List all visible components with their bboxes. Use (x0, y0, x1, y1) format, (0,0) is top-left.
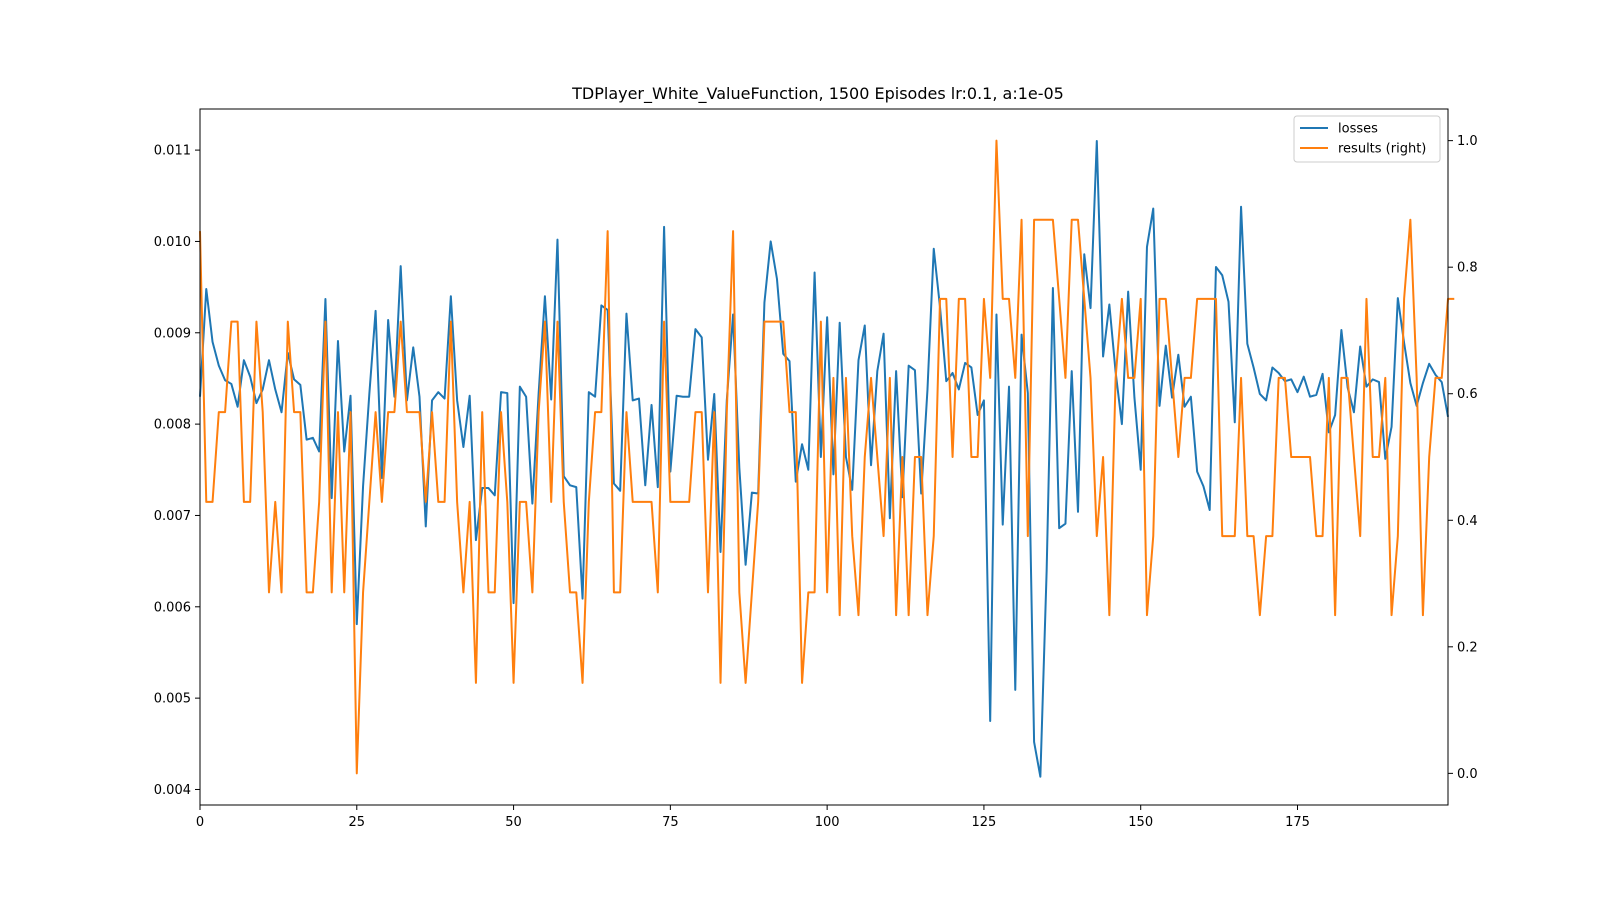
x-tick-label: 150 (1128, 815, 1153, 830)
y-left-tick-label: 0.006 (154, 600, 191, 615)
x-tick-label: 100 (815, 815, 840, 830)
y-right-tick-label: 0.6 (1457, 387, 1478, 402)
y-right-tick-label: 0.4 (1457, 514, 1478, 529)
y-right-tick-label: 0.8 (1457, 261, 1478, 276)
x-axis: 0 25 50 75 100 125 150 175 (196, 805, 1310, 830)
x-tick-label: 125 (972, 815, 997, 830)
series-line-results-right (199, 139, 1455, 775)
y-left-tick-label: 0.010 (154, 235, 191, 250)
x-tick-label: 25 (349, 815, 366, 830)
y-left-tick-label: 0.005 (154, 692, 191, 707)
x-tick-label: 0 (196, 815, 204, 830)
y-left-tick-label: 0.004 (154, 783, 191, 798)
x-tick-label: 50 (505, 815, 522, 830)
x-tick-label: 75 (662, 815, 679, 830)
y-left-tick-label: 0.008 (154, 418, 191, 433)
legend-box (1293, 115, 1441, 163)
y-right-tick-label: 1.0 (1457, 134, 1478, 149)
legend: losses results (right) (1293, 115, 1441, 163)
chart-title: TDPlayer_White_ValueFunction, 1500 Episo… (571, 84, 1064, 104)
y-axis-right: 0.0 0.2 0.4 0.6 0.8 1.0 (1448, 134, 1478, 782)
legend-label: losses (1338, 122, 1378, 137)
y-left-tick-label: 0.009 (154, 326, 191, 341)
y-left-tick-label: 0.007 (154, 509, 191, 524)
y-left-tick-label: 0.011 (154, 144, 191, 159)
y-right-tick-label: 0.0 (1457, 767, 1478, 782)
plot-area (199, 108, 1455, 806)
x-tick-label: 175 (1285, 815, 1310, 830)
y-axis-left: 0.004 0.005 0.006 0.007 0.008 0.009 0.010 0.011 (154, 144, 200, 798)
plot-frame (199, 108, 1449, 806)
series-line-losses (199, 139, 1449, 778)
legend-label: results (right) (1338, 142, 1426, 157)
y-right-tick-label: 0.2 (1457, 640, 1478, 655)
